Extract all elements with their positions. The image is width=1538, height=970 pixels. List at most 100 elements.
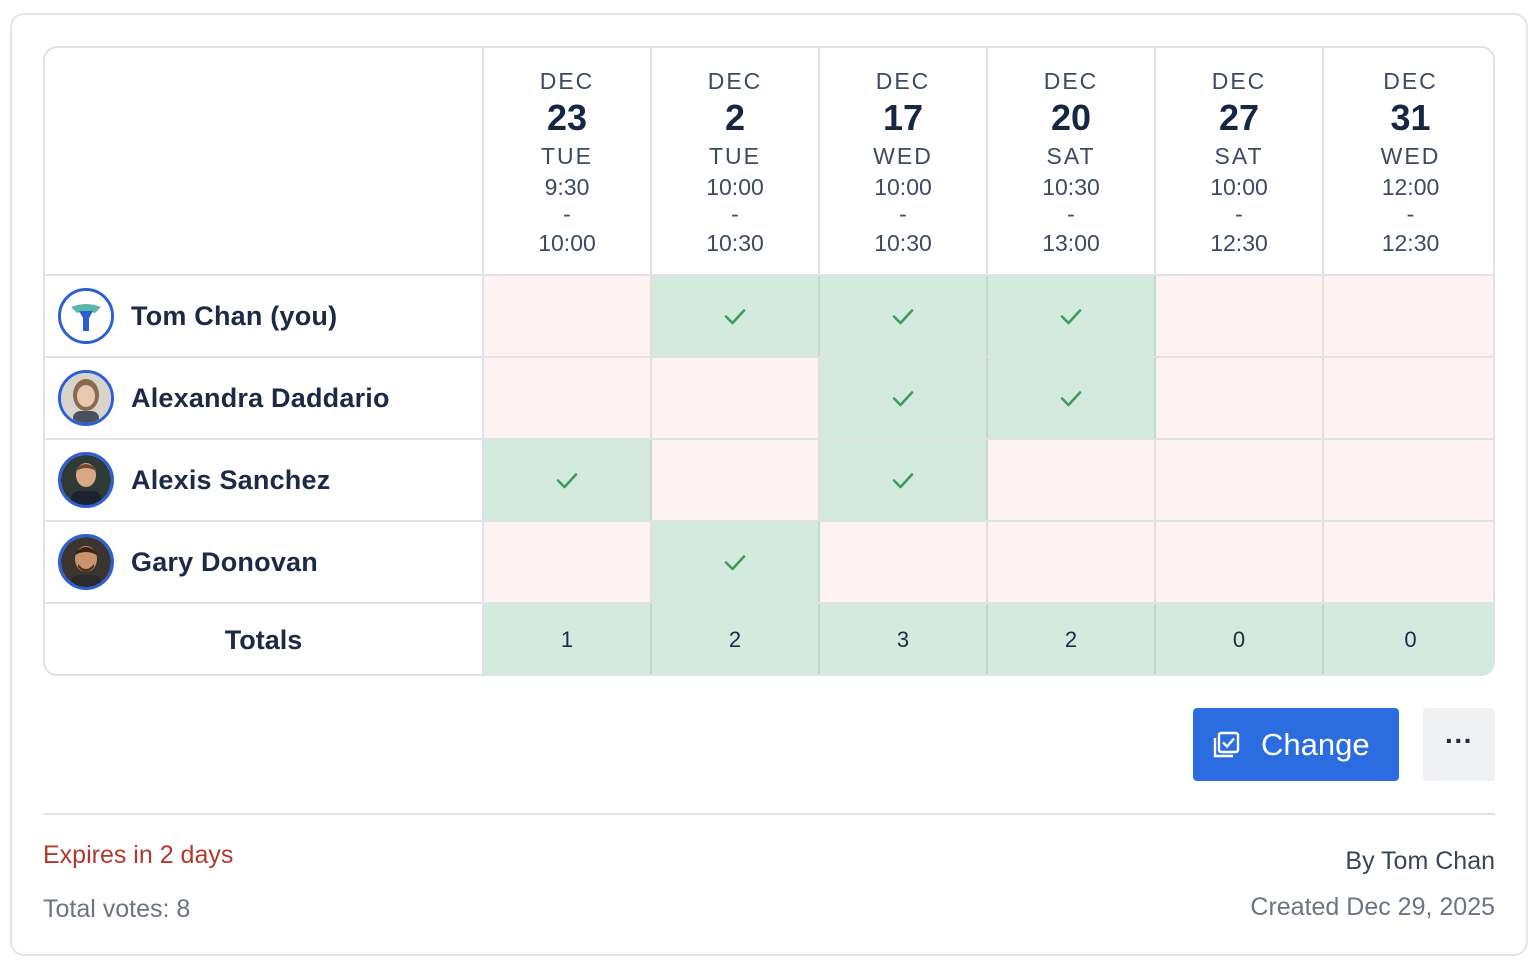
participant-cell: Tom Chan (you) (45, 276, 484, 356)
check-icon (556, 473, 578, 489)
person-photo-icon (61, 455, 111, 505)
avatar (58, 288, 114, 344)
vote-cell[interactable] (484, 440, 652, 520)
day-number: 2 (724, 97, 746, 138)
vote-cell[interactable] (820, 276, 988, 356)
poll-table: DEC 23 TUE 9:30 - 10:00 DEC 2 TUE 10:00 … (43, 46, 1495, 676)
end-time: 12:30 (1381, 230, 1440, 256)
change-button-label: Change (1261, 727, 1370, 762)
check-icon (892, 391, 914, 407)
weekday: SAT (1046, 143, 1096, 169)
total-votes: Total votes: 8 (43, 895, 191, 923)
time-separator: - (1235, 201, 1243, 227)
end-time: 10:30 (706, 230, 764, 256)
person-photo-icon (61, 373, 111, 423)
created-date: Created Dec 29, 2025 (1250, 893, 1495, 921)
avatar (58, 534, 114, 590)
change-button[interactable]: Change (1193, 708, 1399, 781)
total-value: 0 (1156, 604, 1324, 674)
day-number: 17 (882, 97, 924, 138)
day-number: 31 (1390, 97, 1431, 138)
end-time: 12:30 (1210, 230, 1268, 256)
vote-cell[interactable] (652, 440, 820, 520)
totals-row: Totals 1 2 3 2 0 0 (45, 602, 1493, 674)
participant-row-gary-donovan: Gary Donovan (45, 520, 1493, 602)
time-separator: - (1067, 201, 1075, 227)
date-column-2: DEC 2 TUE 10:00 - 10:30 (652, 48, 820, 274)
time-separator: - (563, 201, 571, 227)
total-value: 1 (484, 604, 652, 674)
participant-row-alexis-sanchez: Alexis Sanchez (45, 438, 1493, 520)
vote-cell[interactable] (1156, 276, 1324, 356)
date-column-1: DEC 23 TUE 9:30 - 10:00 (484, 48, 652, 274)
vote-cell[interactable] (1156, 440, 1324, 520)
check-icon (892, 309, 914, 325)
vote-cell[interactable] (1156, 358, 1324, 438)
total-value: 3 (820, 604, 988, 674)
date-column-6: DEC 31 WED 12:00 - 12:30 (1324, 48, 1493, 274)
vote-cell[interactable] (484, 358, 652, 438)
header-corner (45, 48, 484, 274)
vote-cell[interactable] (1324, 440, 1493, 520)
vote-cell[interactable] (820, 522, 988, 602)
end-time: 10:30 (874, 230, 932, 256)
start-time: 10:30 (1042, 174, 1100, 200)
weekday: SAT (1214, 143, 1264, 169)
expiry-status: Expires in 2 days (43, 841, 234, 869)
total-value: 2 (988, 604, 1156, 674)
start-time: 12:00 (1381, 174, 1440, 200)
vote-cell[interactable] (484, 276, 652, 356)
date-column-4: DEC 20 SAT 10:30 - 13:00 (988, 48, 1156, 274)
person-photo-icon (61, 537, 111, 587)
logo-avatar-icon (61, 291, 111, 341)
vote-cell[interactable] (1324, 358, 1493, 438)
footer-divider (43, 813, 1495, 815)
day-number: 27 (1218, 97, 1260, 138)
participant-name: Gary Donovan (131, 547, 318, 577)
vote-cell[interactable] (988, 358, 1156, 438)
vote-cell[interactable] (484, 522, 652, 602)
start-time: 9:30 (544, 174, 590, 200)
end-time: 10:00 (538, 230, 596, 256)
check-icon (1060, 309, 1082, 325)
participant-cell: Alexandra Daddario (45, 358, 484, 438)
month: DEC (1211, 68, 1267, 94)
participant-name: Alexandra Daddario (131, 383, 390, 413)
weekday: TUE (709, 143, 761, 169)
participant-row-tom-chan: Tom Chan (you) (45, 274, 1493, 356)
month: DEC (1383, 68, 1438, 94)
day-number: 20 (1050, 97, 1092, 138)
vote-cell[interactable] (1156, 522, 1324, 602)
check-icon (1060, 391, 1082, 407)
total-value: 0 (1324, 604, 1493, 674)
end-time: 13:00 (1042, 230, 1100, 256)
vote-cell[interactable] (652, 358, 820, 438)
vote-cell[interactable] (1324, 522, 1493, 602)
totals-label: Totals (45, 604, 484, 674)
start-time: 10:00 (1210, 174, 1268, 200)
start-time: 10:00 (874, 174, 932, 200)
participant-cell: Alexis Sanchez (45, 440, 484, 520)
vote-cell[interactable] (652, 276, 820, 356)
date-column-5: DEC 27 SAT 10:00 - 12:30 (1156, 48, 1324, 274)
vote-cell[interactable] (652, 522, 820, 602)
more-button[interactable]: ··· (1423, 708, 1495, 781)
vote-cell[interactable] (1324, 276, 1493, 356)
month: DEC (1043, 68, 1099, 94)
vote-cell[interactable] (820, 358, 988, 438)
vote-cell[interactable] (820, 440, 988, 520)
time-separator: - (1406, 201, 1415, 227)
month: DEC (539, 68, 595, 94)
avatar (58, 370, 114, 426)
participant-cell: Gary Donovan (45, 522, 484, 602)
total-value: 2 (652, 604, 820, 674)
vote-cell[interactable] (988, 276, 1156, 356)
vote-cell[interactable] (988, 522, 1156, 602)
vote-cell[interactable] (988, 440, 1156, 520)
weekday: WED (873, 143, 933, 169)
participant-name: Tom Chan (you) (131, 301, 338, 331)
check-icon (892, 473, 914, 489)
avatar (58, 452, 114, 508)
time-separator: - (731, 201, 739, 227)
date-column-3: DEC 17 WED 10:00 - 10:30 (820, 48, 988, 274)
